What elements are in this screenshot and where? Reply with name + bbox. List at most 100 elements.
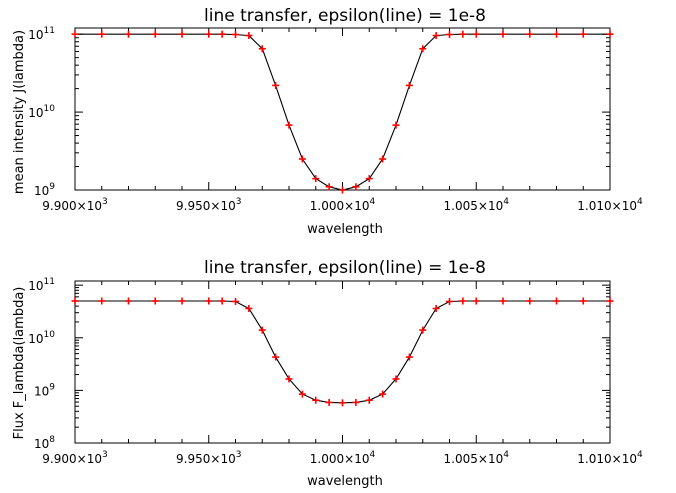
chart-2-data-point [218, 297, 226, 305]
chart-2-data-point [379, 390, 387, 398]
chart-panel-1: line transfer, epsilon(line) = 1e-8 wave… [12, 6, 643, 237]
chart-2-data-point [579, 297, 587, 305]
chart-2-series-line [75, 300, 610, 404]
chart-2-data-point [526, 297, 534, 305]
chart-1-data-point [553, 30, 560, 38]
chart-1-data-point [232, 31, 239, 39]
chart-2-data-point [298, 390, 306, 398]
chart-1-y-tick-label: 1011 [28, 26, 55, 42]
chart-1-data-point [218, 30, 226, 38]
chart-1-data-point [272, 81, 280, 89]
chart-2-data-point [405, 353, 413, 361]
chart-2-x-tick-label: 9.900×103 [42, 450, 107, 466]
chart-1-title: line transfer, epsilon(line) = 1e-8 [204, 6, 486, 26]
chart-2-y-tick-label: 109 [34, 382, 55, 398]
chart-1-plot-frame [74, 27, 611, 191]
chart-2-x-tick-label: 9.950×103 [176, 450, 241, 466]
chart-1-x-tick-label: 9.950×103 [176, 197, 241, 213]
chart-1-data-point [325, 183, 333, 191]
chart-1-x-tick-label: 9.900×103 [42, 197, 107, 213]
chart-1-data-point [312, 175, 320, 183]
chart-2-data-point [205, 297, 213, 305]
chart-2-y-tick-label: 1010 [28, 330, 55, 346]
chart-2-data-point [339, 399, 346, 407]
chart-2-data-point [232, 297, 239, 305]
chart-2-data-point [325, 398, 333, 406]
chart-2-data-point [553, 297, 560, 305]
chart-2-y-axis-label: Flux F_lambda(lambda) [12, 287, 27, 440]
chart-2-data-point [459, 297, 467, 305]
chart-2-data-point [606, 297, 614, 305]
chart-2-data-point [285, 375, 293, 383]
chart-1-data-point [71, 30, 79, 38]
chart-2-x-tick-label: 1.010×104 [577, 450, 643, 466]
chart-1-ticks [74, 28, 611, 191]
chart-2-data-point [432, 305, 440, 313]
chart-1-data-point [245, 32, 253, 40]
chart-2-data-point [245, 305, 253, 313]
chart-1-data-point [258, 45, 266, 53]
chart-1-data-point [472, 30, 480, 38]
chart-1-data-point [405, 81, 413, 89]
chart-1-data-point [98, 30, 106, 38]
chart-1-y-tick-label: 1010 [28, 104, 55, 120]
chart-1-x-tick-label: 1.005×104 [444, 197, 510, 213]
chart-1-data-point [285, 121, 293, 129]
chart-1-data-point [432, 32, 440, 40]
chart-2-data-point [71, 297, 79, 305]
chart-1-data-point [446, 31, 453, 39]
chart-1-y-tick-labels: 1011 1010 109 [28, 26, 55, 198]
chart-2-data-point [365, 396, 373, 404]
chart-2-data-point [499, 297, 507, 305]
chart-2-data-point [446, 297, 453, 305]
chart-2-data-point [258, 326, 266, 334]
chart-2-data-point [312, 396, 320, 404]
chart-1-data-point [392, 121, 400, 129]
chart-2-data-point [178, 297, 186, 305]
chart-1-data-point [579, 30, 587, 38]
chart-1-y-tick-label: 109 [34, 182, 55, 198]
chart-2-data-point [151, 297, 159, 305]
chart-1-data-point [339, 186, 346, 194]
chart-1-data-point [365, 175, 373, 183]
chart-1-data-point [125, 30, 132, 38]
chart-2-data-point [392, 375, 400, 383]
chart-1-data-point [379, 155, 387, 163]
chart-2-data-point [272, 353, 280, 361]
chart-1-x-tick-labels: 9.900×103 9.950×103 1.000×104 1.005×104 1.01… [42, 197, 643, 213]
chart-1-data-point [419, 45, 427, 53]
chart-2-markers [71, 297, 614, 407]
chart-2-y-tick-label: 108 [34, 435, 55, 451]
chart-1-x-tick-label: 1.000×104 [310, 197, 376, 213]
chart-1-data-point [606, 30, 614, 38]
chart-1-data-point [298, 155, 306, 163]
chart-1-data-point [178, 30, 186, 38]
chart-2-x-axis-label: wavelength [307, 474, 383, 489]
chart-2-data-point [472, 297, 480, 305]
chart-2-x-tick-labels: 9.900×103 9.950×103 1.000×104 1.005×104 1.01… [42, 450, 643, 466]
chart-2-data-point [98, 297, 106, 305]
chart-2-ticks [74, 281, 611, 444]
chart-2-data-point [419, 326, 427, 334]
chart-1-data-point [205, 30, 213, 38]
chart-panel-2: line transfer, epsilon(line) = 1e-8 wave… [12, 258, 643, 489]
chart-1-markers [71, 30, 614, 194]
chart-2-x-tick-label: 1.005×104 [444, 450, 510, 466]
chart-2-y-tick-labels: 1011 1010 109 108 [28, 277, 55, 451]
chart-1-data-point [459, 30, 467, 38]
chart-2-y-tick-label: 1011 [28, 277, 55, 293]
chart-2-data-point [125, 297, 132, 305]
chart-1-data-point [151, 30, 159, 38]
chart-1-data-point [499, 30, 507, 38]
chart-1-y-axis-label: mean intensity J(lambda) [12, 30, 27, 194]
chart-2-x-tick-label: 1.000×104 [310, 450, 376, 466]
chart-2-title: line transfer, epsilon(line) = 1e-8 [204, 258, 486, 278]
chart-1-x-axis-label: wavelength [307, 222, 383, 237]
chart-1-series-line [75, 33, 610, 191]
chart-1-x-tick-label: 1.010×104 [577, 197, 643, 213]
chart-1-data-point [352, 183, 360, 191]
chart-1-data-point [526, 30, 534, 38]
chart-2-plot-frame [74, 280, 611, 444]
chart-2-data-point [352, 398, 360, 406]
